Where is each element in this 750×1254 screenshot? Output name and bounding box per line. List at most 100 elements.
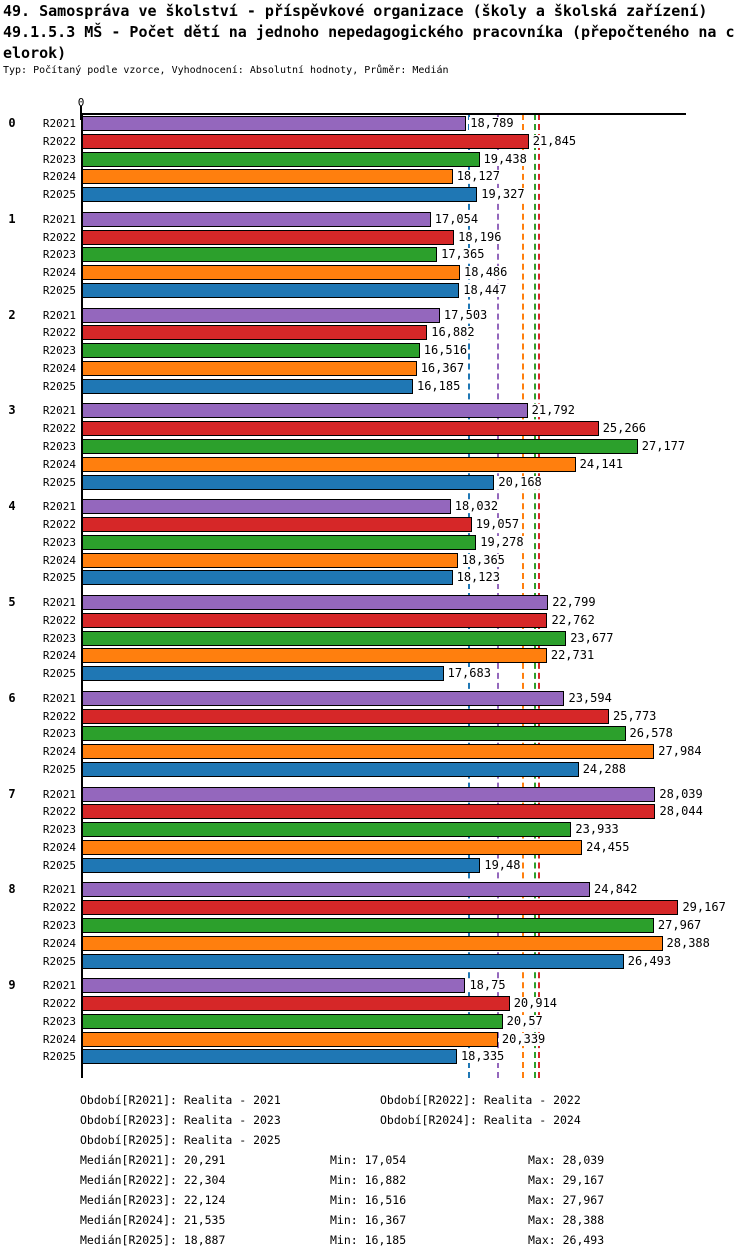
bar-4-r2021	[82, 499, 451, 515]
series-label-r2025: R2025	[42, 571, 76, 585]
value-label: 18,75	[468, 978, 507, 993]
legend-max-r2022: Max: 29,167	[528, 1173, 605, 1187]
value-label: 24,455	[585, 840, 631, 854]
value-label: 17,503	[442, 307, 489, 322]
value-label: 19,438	[482, 151, 528, 166]
bar-6-r2023	[82, 726, 626, 742]
series-label-r2022: R2022	[42, 901, 76, 915]
legend-median-r2022: Medián[R2022]: 22,304	[80, 1173, 226, 1187]
value-label: 17,365	[440, 247, 486, 262]
bar-0-r2025	[82, 187, 478, 203]
bar-9-r2022	[82, 996, 510, 1011]
x-axis-line	[81, 113, 686, 115]
legend-min-r2025: Min: 16,185	[330, 1233, 407, 1247]
series-label-r2022: R2022	[42, 518, 76, 531]
value-label: 28,039	[658, 786, 704, 801]
series-label-r2022: R2022	[42, 134, 76, 148]
series-label-r2022: R2022	[42, 709, 76, 723]
value-label: 19,057	[474, 517, 521, 531]
series-label-r2022: R2022	[42, 230, 76, 244]
report-title-line-1: 49. Samospráva ve školství - příspěvkové…	[3, 2, 708, 20]
series-label-r2021: R2021	[42, 883, 76, 897]
value-label: 17,054	[433, 211, 480, 226]
bar-3-r2022	[82, 421, 599, 437]
legend-max-r2024: Max: 28,388	[528, 1213, 605, 1227]
legend-min-r2023: Min: 16,516	[330, 1193, 407, 1207]
category-label: 7	[8, 786, 16, 801]
value-label: 21,792	[530, 403, 576, 418]
legend-min-r2024: Min: 16,367	[330, 1213, 407, 1227]
bar-5-r2023	[82, 630, 567, 646]
bar-2-r2021	[82, 307, 440, 323]
value-label: 16,367	[419, 361, 466, 375]
value-label: 16,185	[415, 378, 462, 393]
value-label: 27,177	[640, 439, 687, 453]
series-label-r2025: R2025	[42, 475, 76, 489]
report-title-line-2: 49.1.5.3 MŠ - Počet dětí na jednoho nepe…	[3, 23, 735, 41]
value-label: 26,493	[626, 953, 673, 968]
value-label: 18,447	[462, 283, 508, 297]
bar-4-r2024	[82, 552, 458, 568]
bar-5-r2022	[82, 612, 548, 628]
value-label: 22,799	[551, 595, 597, 609]
series-label-r2025: R2025	[42, 763, 76, 776]
bar-9-r2024	[82, 1031, 498, 1047]
category-label: 1	[8, 211, 16, 226]
value-label: 24,842	[593, 882, 639, 897]
series-label-r2024: R2024	[42, 170, 76, 184]
legend-period-r2024: Období[R2024]: Realita - 2024	[380, 1113, 581, 1127]
bar-2-r2024	[82, 361, 417, 376]
legend-period-r2025: Období[R2025]: Realita - 2025	[80, 1133, 281, 1147]
bar-1-r2023	[82, 247, 438, 263]
series-label-r2023: R2023	[42, 823, 76, 837]
bar-2-r2025	[82, 378, 413, 394]
value-label: 24,288	[581, 762, 628, 776]
series-label-r2023: R2023	[42, 535, 76, 549]
legend-median-r2024: Medián[R2024]: 21,535	[80, 1213, 226, 1227]
bar-0-r2021	[82, 116, 467, 131]
bar-6-r2021	[82, 690, 565, 706]
legend-row-periods: Období[R2023]: Realita - 2023 Období[R20…	[0, 1110, 750, 1130]
value-label: 19,278	[479, 534, 525, 549]
value-label: 17,683	[446, 666, 492, 681]
bar-5-r2021	[82, 595, 549, 610]
category-label: 8	[8, 882, 16, 897]
bar-9-r2025	[82, 1049, 457, 1065]
series-label-r2022: R2022	[42, 326, 76, 340]
value-label: 21,845	[531, 133, 578, 148]
legend-median-r2023: Medián[R2023]: 22,124	[80, 1193, 226, 1207]
series-label-r2024: R2024	[42, 1032, 76, 1046]
bar-1-r2022	[82, 229, 455, 245]
legend-min-r2021: Min: 17,054	[330, 1153, 407, 1167]
series-label-r2021: R2021	[42, 979, 76, 993]
value-label: 25,773	[612, 708, 658, 723]
series-label-r2021: R2021	[42, 596, 76, 609]
bar-7-r2023	[82, 822, 572, 838]
bar-4-r2023	[82, 534, 477, 550]
value-label: 18,486	[463, 265, 509, 280]
value-label: 20,168	[497, 474, 543, 489]
category-label: 3	[8, 403, 16, 418]
bar-8-r2024	[82, 935, 663, 951]
legend-row-stats: Medián[R2025]: 18,887 Min: 16,185 Max: 2…	[0, 1230, 750, 1250]
bar-7-r2024	[82, 840, 583, 855]
legend-row-periods: Období[R2025]: Realita - 2025	[0, 1130, 750, 1150]
series-label-r2023: R2023	[42, 727, 76, 741]
value-label: 19,327	[480, 187, 526, 202]
category-label: 0	[8, 116, 16, 130]
bar-2-r2022	[82, 325, 428, 341]
series-label-r2025: R2025	[42, 1050, 76, 1064]
value-label: 24,141	[578, 456, 625, 471]
bar-3-r2024	[82, 456, 576, 472]
legend-median-r2025: Medián[R2025]: 18,887	[80, 1233, 226, 1247]
series-label-r2021: R2021	[42, 787, 76, 801]
value-label: 22,762	[550, 612, 596, 627]
series-label-r2025: R2025	[42, 284, 76, 297]
series-label-r2024: R2024	[42, 362, 76, 375]
series-label-r2024: R2024	[42, 457, 76, 471]
bar-2-r2023	[82, 343, 420, 359]
value-label: 20,339	[500, 1031, 547, 1046]
value-label: 23,933	[574, 822, 620, 837]
bar-5-r2024	[82, 648, 547, 664]
bar-7-r2021	[82, 786, 656, 802]
